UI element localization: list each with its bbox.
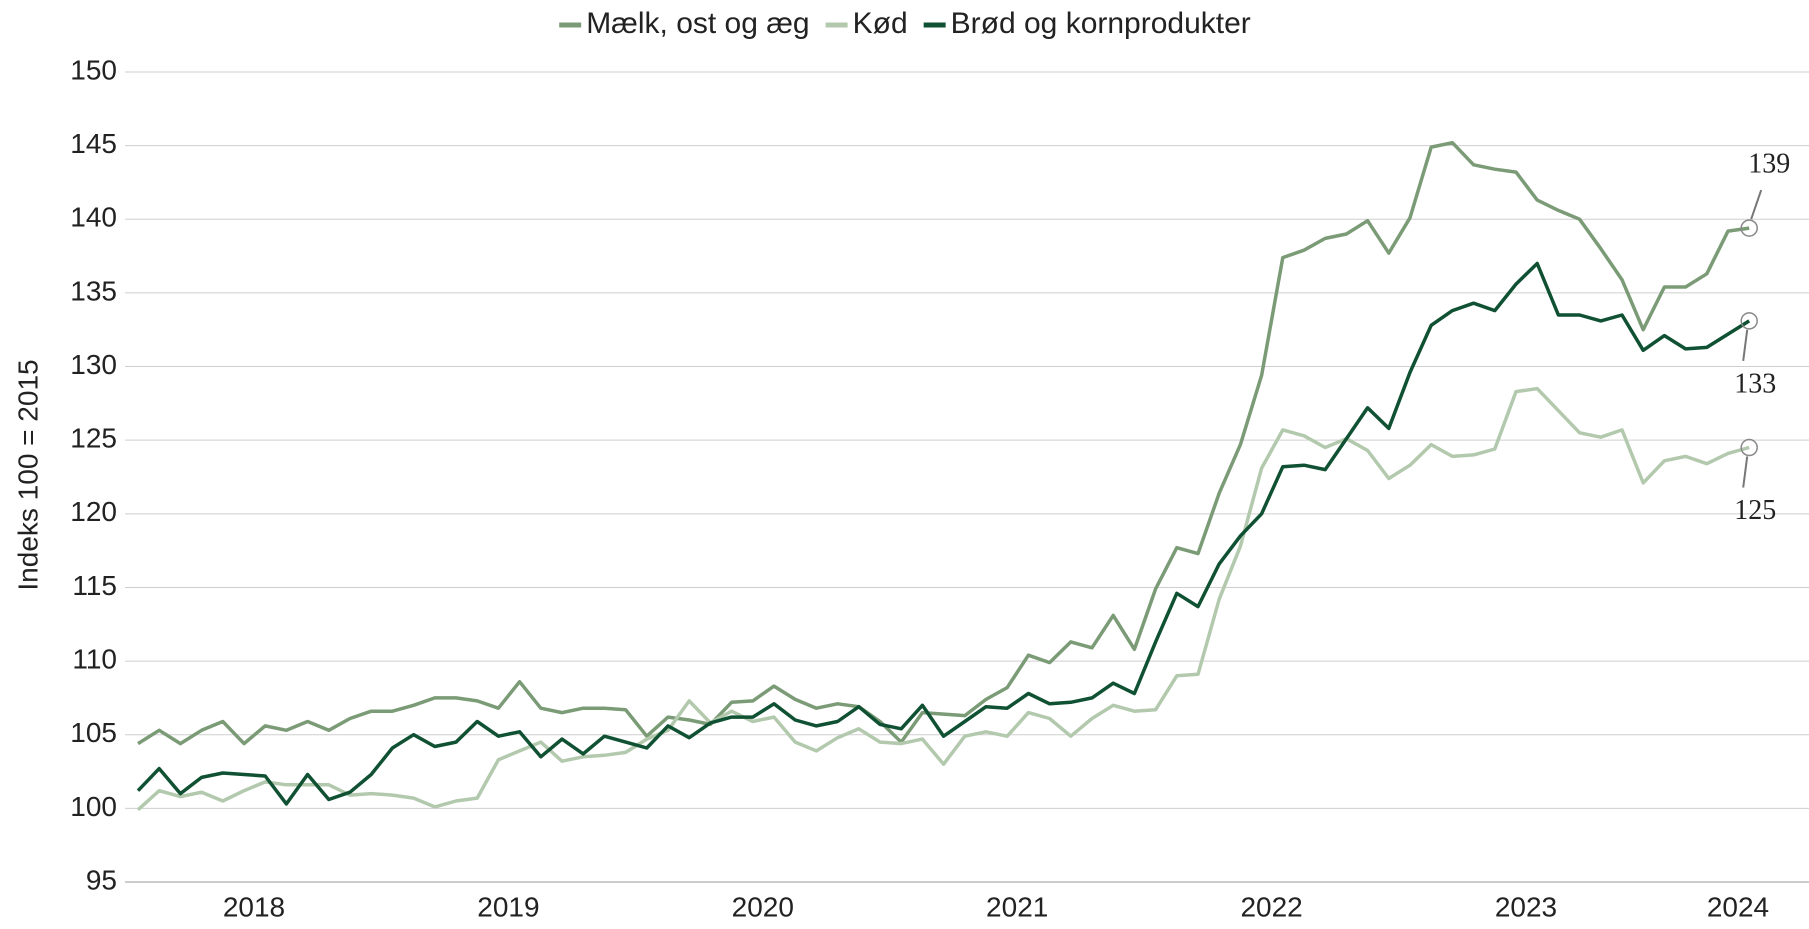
- y-axis-label: Indeks 100 = 2015: [12, 359, 43, 590]
- annotation-leader: [1742, 329, 1749, 362]
- end-marker: [1740, 438, 1758, 457]
- y-tick-label: 135: [70, 275, 117, 306]
- y-tick-label: 140: [70, 202, 117, 233]
- x-tick-label: 2022: [1240, 891, 1302, 922]
- line-series: [136, 261, 1751, 806]
- legend: Mælk, ost og æg Kød Brød og kornprodukter: [559, 7, 1251, 40]
- line-series: [136, 386, 1750, 812]
- y-tick-label: 110: [72, 643, 117, 674]
- end-label: 133: [1734, 368, 1776, 399]
- y-tick-label: 145: [70, 128, 117, 159]
- x-tick-label: 2019: [477, 891, 539, 922]
- legend-label: Mælk, ost og æg: [586, 7, 809, 40]
- annotation-leader: [1742, 456, 1749, 488]
- annotation-leader: [1750, 189, 1763, 220]
- y-tick-label: 130: [70, 349, 117, 380]
- legend-label: Brød og kornprodukter: [951, 7, 1251, 40]
- x-tick-label: 2020: [732, 891, 794, 922]
- line-series: [137, 140, 1750, 746]
- y-tick-label: 100: [70, 791, 117, 822]
- end-label: 125: [1734, 495, 1776, 526]
- y-tick-label: 115: [72, 570, 117, 601]
- y-tick-label: 95: [86, 864, 117, 895]
- x-tick-label: 2021: [986, 891, 1048, 922]
- y-tick-label: 105: [70, 717, 117, 748]
- x-tick-label: 2023: [1495, 891, 1557, 922]
- x-tick-label: 2024: [1707, 891, 1769, 922]
- y-tick-label: 150: [70, 54, 117, 85]
- legend-label: Kød: [853, 7, 908, 40]
- end-label: 139: [1748, 149, 1790, 180]
- y-tick-label: 125: [70, 423, 117, 454]
- end-marker: [1740, 219, 1758, 237]
- end-marker: [1740, 312, 1758, 330]
- y-tick-label: 120: [70, 496, 117, 527]
- x-tick-label: 2018: [223, 891, 285, 922]
